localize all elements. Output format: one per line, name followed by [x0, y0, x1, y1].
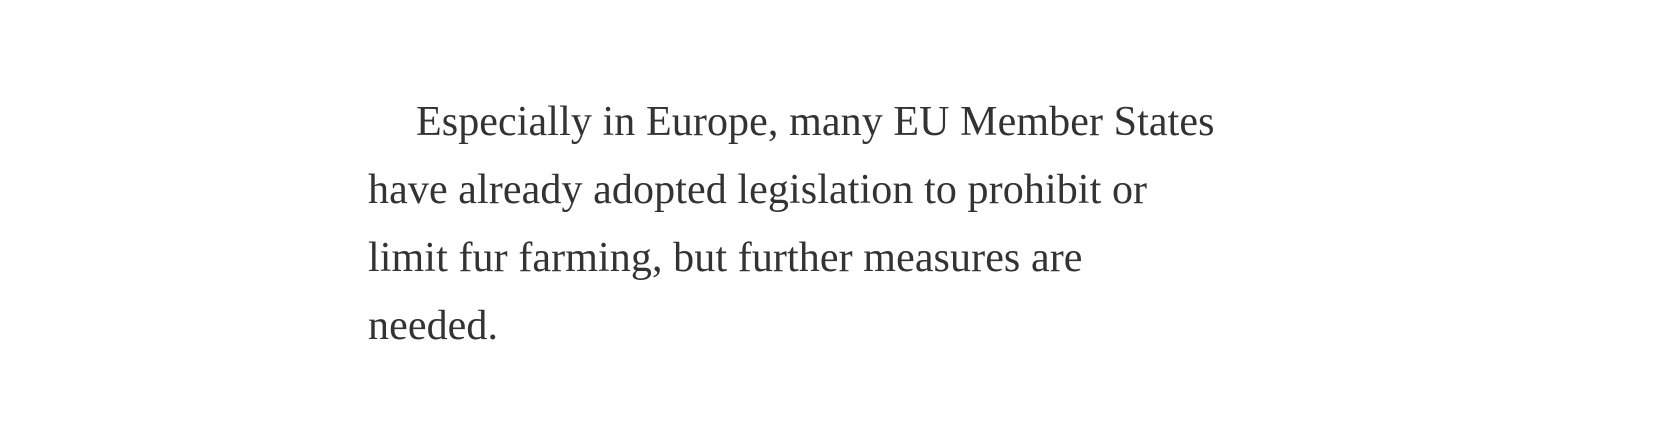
- body-paragraph: Especially in Europe, many EU Member Sta…: [368, 88, 1268, 360]
- paragraph-line-2: have already adopted legislation to proh…: [368, 167, 1148, 213]
- paragraph-line-3: limit fur farming, but further measures …: [368, 235, 1083, 281]
- paragraph-line-4: needed.: [368, 303, 499, 349]
- paragraph-line-1: Especially in Europe, many EU Member Sta…: [416, 99, 1215, 145]
